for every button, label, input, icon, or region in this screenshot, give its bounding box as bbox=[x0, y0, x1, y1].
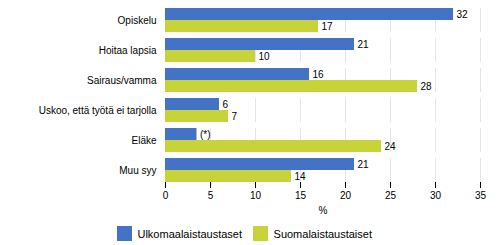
svg-text:10: 10 bbox=[259, 51, 271, 62]
svg-text:21: 21 bbox=[358, 39, 370, 50]
svg-text:21: 21 bbox=[358, 159, 370, 170]
svg-text:35: 35 bbox=[475, 190, 487, 201]
svg-text:15: 15 bbox=[295, 190, 307, 201]
svg-text:20: 20 bbox=[340, 190, 352, 201]
svg-text:32: 32 bbox=[457, 9, 469, 20]
svg-text:25: 25 bbox=[385, 190, 397, 201]
svg-text:Uskoo, että työtä ei tarjolla: Uskoo, että työtä ei tarjolla bbox=[39, 105, 157, 116]
svg-text:10: 10 bbox=[250, 190, 262, 201]
svg-text:Hoitaa lapsia: Hoitaa lapsia bbox=[99, 45, 157, 56]
svg-text:5: 5 bbox=[208, 190, 214, 201]
svg-text:30: 30 bbox=[430, 190, 442, 201]
svg-text:(*): (*) bbox=[200, 129, 211, 140]
svg-text:0: 0 bbox=[163, 190, 169, 201]
svg-text:6: 6 bbox=[223, 99, 229, 110]
svg-text:Muu syy: Muu syy bbox=[119, 165, 156, 176]
svg-text:17: 17 bbox=[322, 21, 334, 32]
svg-text:14: 14 bbox=[295, 171, 307, 182]
svg-text:%: % bbox=[319, 205, 328, 216]
svg-text:Eläke: Eläke bbox=[131, 135, 156, 146]
svg-text:Sairaus/vamma: Sairaus/vamma bbox=[87, 75, 157, 86]
svg-text:28: 28 bbox=[421, 81, 433, 92]
html-text:Ulkomaalaistaustaset: Ulkomaalaistaustaset bbox=[137, 227, 242, 240]
svg-text:Opiskelu: Opiskelu bbox=[118, 15, 157, 26]
svg-text:24: 24 bbox=[385, 141, 397, 152]
svg-text:7: 7 bbox=[232, 111, 238, 122]
html-text:Suomalaistaustaiset: Suomalaistaustaiset bbox=[273, 227, 372, 240]
svg-text:16: 16 bbox=[313, 69, 325, 80]
